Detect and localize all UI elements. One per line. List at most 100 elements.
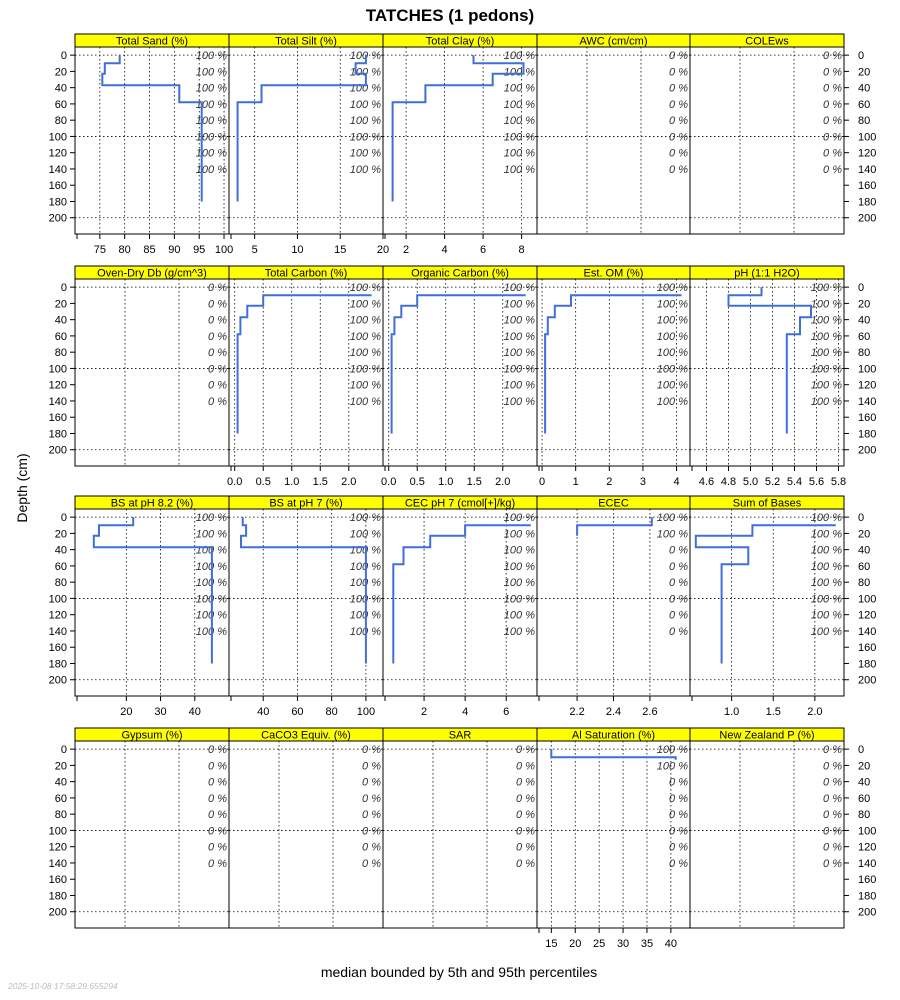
percent-label: 0 %: [208, 363, 227, 375]
percent-label: 0 %: [669, 99, 688, 111]
percent-label: 0 %: [669, 83, 688, 95]
percent-label: 0 %: [823, 83, 842, 95]
panel-strip-label: pH (1:1 H2O): [734, 268, 799, 280]
percent-label: 0 %: [823, 148, 842, 160]
panel-frame: [689, 46, 845, 235]
depth-tick-label: 140: [858, 858, 876, 870]
depth-tick-label: 120: [49, 610, 67, 622]
depth-tick-label: 140: [858, 626, 876, 638]
series-line-median: [240, 517, 367, 664]
percent-label: 0 %: [516, 842, 535, 854]
percent-label: 100 %: [350, 380, 381, 392]
percent-label: 100 %: [811, 626, 842, 638]
percent-label: 100 %: [811, 331, 842, 343]
x-tick-label: 75: [94, 244, 106, 256]
depth-tick-label: 100: [49, 593, 67, 605]
percent-label: 100 %: [196, 66, 227, 78]
percent-label: 100 %: [504, 347, 535, 359]
panel-est-om: Est. OM (%) 100 % 100 % 100 % 100 % 100 % 100 …: [536, 265, 691, 488]
percent-label: 100 %: [350, 347, 381, 359]
depth-tick-label: 160: [858, 642, 876, 654]
depth-tick-label: 0: [858, 282, 864, 294]
depth-tick-label: 180: [858, 428, 876, 440]
x-tick-label: 15: [334, 244, 346, 256]
x-tick-label: 5.0: [743, 476, 758, 488]
x-tick-label: 80: [326, 706, 338, 718]
panel-total-silt: Total Silt (%) 100 % 100 % 100 % 100 % 100 % 1…: [228, 33, 389, 256]
depth-tick-label: 180: [49, 890, 67, 902]
depth-tick-label: 20: [858, 760, 870, 772]
percent-label: 0 %: [516, 825, 535, 837]
percent-label: 100 %: [350, 66, 381, 78]
depth-tick-label: 160: [49, 874, 67, 886]
x-tick-label: 2.2: [569, 706, 584, 718]
series-line-median: [236, 294, 372, 434]
percent-label: 0 %: [823, 66, 842, 78]
percent-label: 100 %: [811, 315, 842, 327]
x-tick-label: 90: [168, 244, 180, 256]
panel-caco3-equiv: CaCO3 Equiv. (%) 0 % 0 % 0 % 0 % 0 % 0 % 0 % 0 %: [228, 727, 384, 929]
panel-strip-label: ECEC: [598, 498, 629, 510]
series-line-median: [727, 287, 812, 434]
x-tick-label: 0.5: [410, 476, 425, 488]
panel-strip-label: Total Silt (%): [275, 36, 337, 48]
percent-label: 0 %: [516, 809, 535, 821]
x-tick-label: 3: [640, 476, 646, 488]
panel-sum-of-bases: Sum of Bases 100 % 100 % 100 % 100 % 100 % 100…: [689, 495, 876, 718]
x-tick-label: 4: [442, 244, 448, 256]
panel-strip-label: AWC (cm/cm): [579, 36, 647, 48]
percent-label: 100 %: [196, 528, 227, 540]
percent-label: 100 %: [657, 282, 688, 294]
percent-label: 100 %: [657, 396, 688, 408]
percent-label: 100 %: [657, 331, 688, 343]
x-tick-label: 6: [503, 706, 509, 718]
panel-ecec: ECEC 100 % 100 % 0 % 0 % 0 % 0 % 0 % 0 % 2.2 2.4 2.…: [536, 495, 691, 718]
percent-label: 0 %: [208, 298, 227, 310]
percent-label: 100 %: [811, 396, 842, 408]
panel-strip-label: BS at pH 8.2 (%): [111, 498, 194, 510]
depth-tick-label: 0: [61, 282, 67, 294]
percent-label: 100 %: [504, 298, 535, 310]
depth-tick-label: 20: [858, 528, 870, 540]
percent-label: 100 %: [657, 347, 688, 359]
depth-tick-label: 200: [858, 907, 876, 919]
x-tick-label: 1: [573, 476, 579, 488]
x-tick-label: 85: [143, 244, 155, 256]
x-tick-label: 1.0: [724, 706, 739, 718]
panel-strip-label: Total Clay (%): [426, 36, 494, 48]
percent-label: 0 %: [669, 131, 688, 143]
percent-label: 100 %: [350, 298, 381, 310]
percent-label: 100 %: [350, 315, 381, 327]
x-tick-label: 0.5: [256, 476, 271, 488]
percent-label: 100 %: [504, 380, 535, 392]
depth-tick-label: 20: [858, 66, 870, 78]
percent-label: 100 %: [196, 148, 227, 160]
percent-label: 0 %: [669, 148, 688, 160]
series-line-median: [694, 524, 836, 664]
percent-label: 0 %: [823, 131, 842, 143]
percent-label: 100 %: [657, 512, 688, 524]
x-tick-label: 20: [377, 244, 389, 256]
depth-tick-label: 140: [49, 626, 67, 638]
percent-label: 100 %: [657, 380, 688, 392]
depth-tick-label: 160: [858, 180, 876, 192]
percent-label: 100 %: [504, 626, 535, 638]
percent-label: 0 %: [208, 760, 227, 772]
percent-label: 0 %: [208, 331, 227, 343]
x-tick-label: 5.8: [831, 476, 846, 488]
percent-label: 0 %: [823, 99, 842, 111]
panel-strip-label: Oven-Dry Db (g/cm^3): [97, 268, 207, 280]
x-tick-label: 15: [545, 938, 557, 950]
depth-tick-label: 200: [49, 675, 67, 687]
series-line-median: [391, 55, 525, 202]
percent-label: 100 %: [504, 528, 535, 540]
percent-label: 0 %: [669, 164, 688, 176]
depth-tick-label: 160: [49, 180, 67, 192]
depth-tick-label: 140: [49, 396, 67, 408]
percent-label: 100 %: [504, 545, 535, 557]
depth-tick-label: 60: [858, 793, 870, 805]
percent-label: 100 %: [504, 512, 535, 524]
depth-tick-label: 60: [55, 561, 67, 573]
depth-tick-label: 80: [55, 347, 67, 359]
panel-new-zealand-p: New Zealand P (%) 0 % 0 % 0 % 0 % 0 % 0 % 0 % 0 …: [689, 727, 876, 929]
